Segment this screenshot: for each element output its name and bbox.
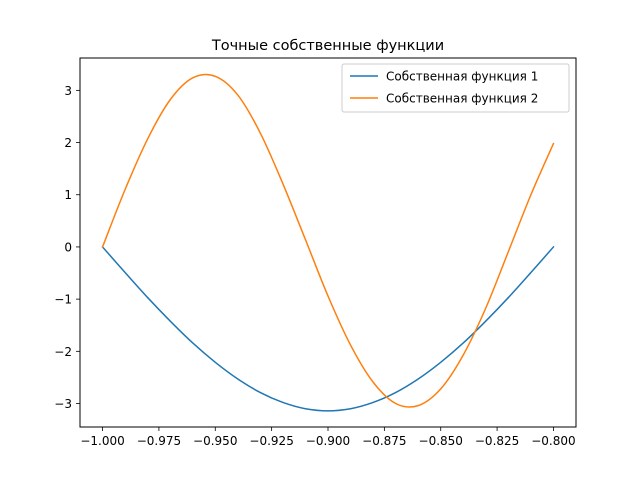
legend-box	[341, 63, 570, 113]
legend-label-2: Собственная функция 2	[386, 92, 538, 106]
x-tick-label: −0.850	[419, 434, 463, 448]
y-tick-label: 3	[64, 84, 72, 98]
legend: Собственная функция 1 Собственная функция…	[341, 63, 570, 113]
x-tick-label: −0.800	[531, 434, 575, 448]
chart-title: Точные собственные функции	[211, 38, 444, 54]
x-tick-label: −0.875	[362, 434, 406, 448]
series-line-2	[101, 73, 555, 408]
x-tick-label: −0.950	[193, 434, 237, 448]
x-tick-label: −0.925	[249, 434, 293, 448]
y-tick-label: −3	[54, 397, 72, 411]
y-tick-label: −1	[54, 293, 72, 307]
axes: −1.000 −0.975 −0.950 −0.925 −0.900 −0.875 −0.8…	[54, 84, 575, 448]
x-tick-label: −0.825	[475, 434, 519, 448]
x-tick-label: −0.975	[137, 434, 181, 448]
y-tick-label: 1	[64, 188, 72, 202]
y-tick-label: 0	[64, 240, 72, 254]
series-line-1	[101, 245, 555, 412]
legend-label-1: Собственная функция 1	[386, 70, 538, 84]
x-tick-label: −0.900	[306, 434, 350, 448]
y-tick-label: −2	[54, 345, 72, 359]
y-tick-label: 2	[64, 136, 72, 150]
plot-area	[101, 73, 555, 412]
x-tick-label: −1.000	[80, 434, 124, 448]
